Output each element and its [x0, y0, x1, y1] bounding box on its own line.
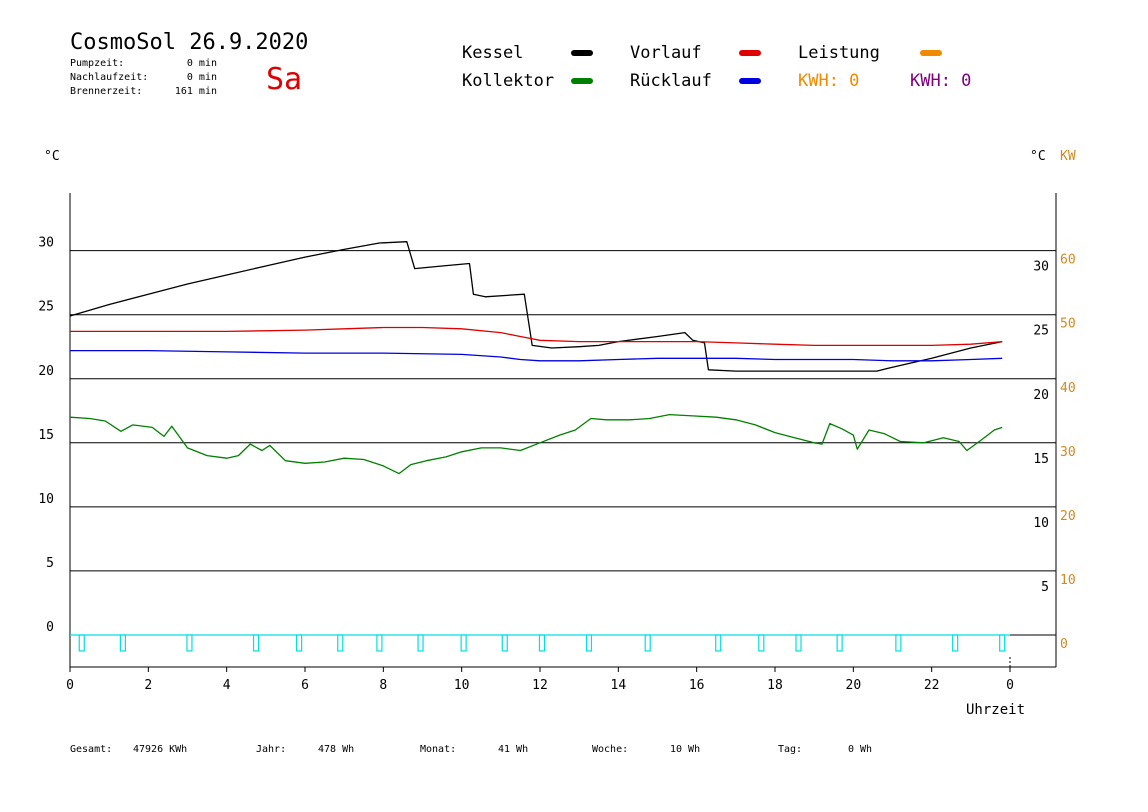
y-tick-label-left: 5	[46, 556, 54, 571]
x-tick-label: 22	[924, 678, 940, 693]
x-tick-label: 8	[379, 678, 387, 693]
axes: 0 2 4 6 8 10 12 14 16 18 20 22 0 0 5 10 15 20 25 30 5 10 15 20 2…	[38, 193, 1076, 693]
y-tick-label-right-temp: 30	[1033, 260, 1049, 275]
y-tick-label-right-power: 0	[1060, 637, 1068, 652]
pump-pulse	[376, 634, 383, 652]
pump-pulse	[501, 634, 508, 652]
y-tick-label-right-temp: 25	[1033, 324, 1049, 339]
y-tick-label-right-temp: 15	[1033, 452, 1049, 467]
stat-label-nachlaufzeit: Nachlaufzeit:	[70, 72, 149, 83]
axis-labels: °C °C KW Uhrzeit	[44, 149, 1076, 718]
stat-label-pumpzeit: Pumpzeit:	[70, 58, 125, 69]
y-tick-label-left: 25	[38, 300, 54, 315]
y-tick-label-left: 0	[46, 620, 54, 635]
y-axis-label-left: °C	[44, 149, 60, 164]
x-tick-label: 20	[846, 678, 862, 693]
legend-label-kollektor: Kollektor	[462, 71, 555, 91]
x-axis-label: Uhrzeit	[966, 702, 1025, 718]
x-tick-label: 16	[689, 678, 705, 693]
legend-swatch-kessel	[571, 50, 593, 56]
x-tick-label: 14	[611, 678, 627, 693]
stat-label-brennerzeit: Brennerzeit:	[70, 86, 143, 97]
stat-value-pumpzeit: 0 min	[186, 58, 217, 69]
y-tick-label-left: 20	[38, 364, 54, 379]
legend-kwh-secondary: KWH: 0	[910, 71, 972, 91]
y-tick-label-left: 10	[38, 492, 54, 507]
pump-pulse	[252, 634, 260, 652]
legend-label-kessel: Kessel	[462, 43, 524, 63]
x-tick-label: 12	[532, 678, 548, 693]
footer-label-jahr: Jahr:	[256, 744, 287, 755]
pump-pulse	[585, 634, 593, 652]
pump-pulse	[337, 634, 344, 652]
legend-label-ruecklauf: Rücklauf	[630, 71, 712, 91]
pump-pulse	[999, 634, 1006, 652]
chart-title: CosmoSol 26.9.2020	[70, 30, 309, 55]
y-tick-label-right-power: 50	[1060, 317, 1076, 332]
legend-swatch-leistung	[920, 50, 942, 56]
pump-pulse	[186, 634, 193, 652]
series-line-kessel	[69, 241, 1003, 372]
legend-swatch-vorlauf	[739, 50, 761, 56]
x-tick-label: 0	[66, 678, 74, 693]
pump-pulse	[758, 634, 765, 652]
grid	[70, 250, 1056, 636]
legend-label-leistung: Leistung	[798, 43, 880, 63]
y-tick-label-right-power: 30	[1060, 445, 1076, 460]
footer-value-gesamt: 47926 KWh	[133, 744, 188, 755]
footer-label-tag: Tag:	[778, 744, 803, 755]
legend-label-vorlauf: Vorlauf	[630, 43, 702, 63]
x-tick-label: 6	[301, 678, 309, 693]
footer-value-monat: 41 Wh	[498, 744, 529, 755]
y-tick-label-left: 15	[38, 428, 54, 443]
stat-value-brennerzeit: 161 min	[174, 86, 217, 97]
pump-pulse	[417, 634, 424, 652]
day-label: Sa	[266, 62, 303, 97]
y-axis-label-right-temp: °C	[1030, 149, 1046, 164]
y-tick-label-right-temp: 5	[1041, 580, 1049, 595]
pump-pulse	[644, 634, 651, 652]
footer-value-jahr: 478 Wh	[318, 744, 355, 755]
footer-label-monat: Monat:	[420, 744, 457, 755]
pump-pulse	[836, 634, 843, 652]
pump-pulse	[78, 634, 85, 652]
y-tick-label-left: 30	[38, 236, 54, 251]
series-line-kollektor	[69, 413, 1003, 475]
pump-pulse	[296, 634, 303, 652]
y-tick-label-right-temp: 20	[1033, 388, 1049, 403]
x-tick-label: 18	[767, 678, 783, 693]
pump-pulse	[895, 634, 902, 652]
pump-pulse	[795, 634, 802, 652]
y-tick-label-right-power: 60	[1060, 253, 1076, 268]
y-axis-label-right-power: KW	[1060, 149, 1076, 164]
legend-swatch-ruecklauf	[739, 78, 761, 84]
y-tick-label-right-power: 10	[1060, 573, 1076, 588]
pump-pulse	[460, 634, 467, 652]
x-tick-label: 2	[144, 678, 152, 693]
legend-swatch-kollektor	[571, 78, 593, 84]
y-tick-label-right-temp: 10	[1033, 516, 1049, 531]
footer-label-woche: Woche:	[592, 744, 629, 755]
series	[69, 241, 1010, 652]
series-line-ruecklauf	[70, 349, 1003, 362]
series-line-vorlauf	[70, 326, 1003, 347]
legend-kwh-leistung: KWH: 0	[798, 71, 860, 91]
footer-value-woche: 10 Wh	[670, 744, 701, 755]
pump-pulse	[119, 634, 126, 652]
x-tick-label: 0	[1006, 678, 1014, 693]
x-tick-label: 4	[223, 678, 231, 693]
y-tick-label-right-power: 20	[1060, 509, 1076, 524]
footer-label-gesamt: Gesamt:	[70, 744, 113, 755]
pump-pulse	[952, 634, 959, 652]
x-tick-label: 10	[454, 678, 470, 693]
footer-value-tag: 0 Wh	[848, 744, 873, 755]
pump-pulse	[538, 634, 546, 652]
stat-value-nachlaufzeit: 0 min	[186, 72, 217, 83]
pump-pulse	[715, 634, 722, 652]
y-tick-label-right-power: 40	[1060, 381, 1076, 396]
